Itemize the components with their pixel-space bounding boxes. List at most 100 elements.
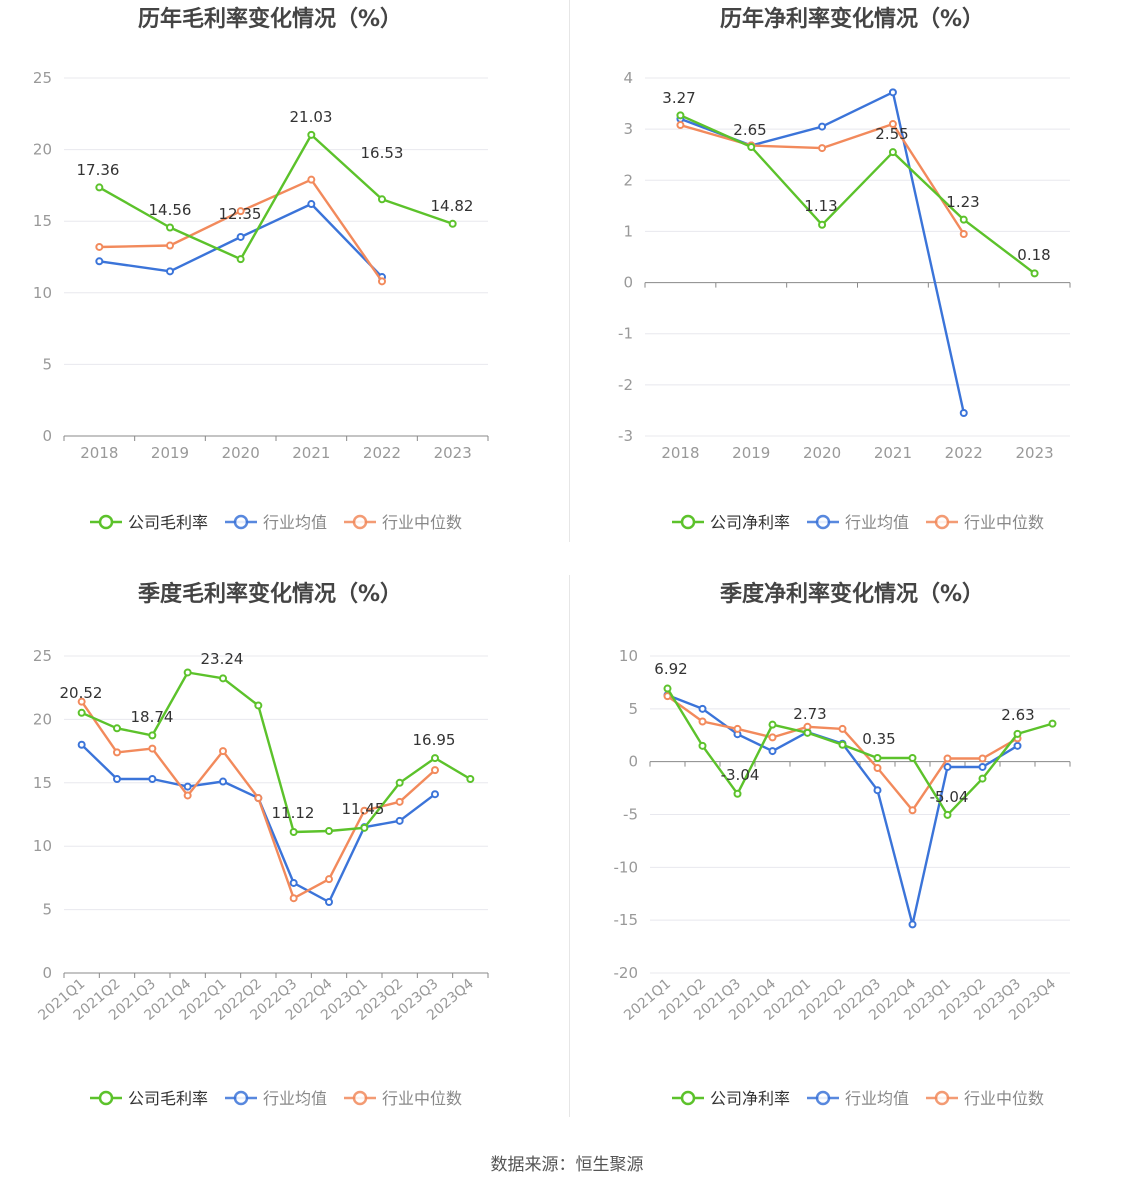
data-point (378, 195, 386, 204)
data-point (95, 183, 104, 192)
y-tick-label: 10 (33, 284, 52, 302)
legend-item[interactable]: 行业中位数 (344, 1089, 462, 1108)
legend-item[interactable]: 行业均值 (225, 1089, 327, 1108)
legend-label: 行业均值 (263, 513, 327, 532)
legend-item[interactable]: 行业中位数 (344, 513, 462, 532)
y-tick-label: -5 (623, 806, 638, 824)
y-tick-label: 0 (42, 964, 52, 982)
data-point (307, 130, 316, 139)
x-tick-label: 2019 (732, 444, 770, 462)
data-label: 17.36 (77, 161, 120, 179)
legend-item[interactable]: 行业均值 (225, 513, 327, 532)
data-point (113, 724, 121, 733)
data-point (307, 175, 316, 184)
data-point (148, 731, 157, 740)
legend-marker (680, 1090, 696, 1106)
y-tick-label: -15 (614, 911, 639, 929)
legend-label: 公司净利率 (710, 513, 790, 532)
y-tick-label: -10 (614, 858, 639, 876)
legend-item[interactable]: 公司毛利率 (90, 1089, 208, 1108)
data-point (959, 229, 968, 238)
y-tick-label: 0 (42, 427, 52, 445)
y-tick-label: -3 (618, 427, 633, 445)
data-point (360, 806, 369, 815)
data-point (818, 220, 827, 229)
data-point (166, 223, 174, 232)
x-tick-label: 2018 (661, 444, 699, 462)
data-label: 14.82 (431, 197, 474, 215)
data-point (1030, 269, 1039, 278)
legend-item[interactable]: 公司净利率 (672, 513, 790, 532)
data-label: 2.65 (733, 121, 766, 139)
x-tick-label: 2022 (945, 444, 983, 462)
y-tick-label: -20 (614, 964, 639, 982)
vertical-divider (569, 575, 570, 1117)
data-point (888, 148, 897, 157)
series-line-industry-median (99, 178, 383, 282)
data-point (733, 789, 742, 798)
y-tick-label: 20 (33, 710, 52, 728)
legend-label: 行业均值 (845, 513, 909, 532)
data-point (183, 668, 192, 677)
legend-item[interactable]: 行业中位数 (926, 1089, 1044, 1108)
data-point (148, 774, 157, 783)
data-point (978, 754, 987, 763)
data-point (325, 897, 333, 906)
legend-label: 行业中位数 (382, 513, 462, 532)
data-point (166, 241, 174, 250)
data-point (360, 823, 369, 832)
series-line-industry-average (679, 91, 965, 414)
legend-item[interactable]: 行业均值 (807, 1089, 909, 1108)
legend-item[interactable]: 行业中位数 (926, 513, 1044, 532)
legend-marker (233, 514, 249, 530)
legend-item[interactable]: 行业均值 (807, 513, 909, 532)
y-tick-label: 10 (33, 837, 52, 855)
data-point (395, 816, 404, 825)
data-point (818, 144, 827, 153)
data-point (978, 774, 987, 783)
legend-item[interactable]: 公司净利率 (672, 1089, 790, 1108)
data-point (77, 697, 86, 706)
data-point (183, 791, 192, 800)
y-tick-label: 0 (628, 753, 638, 771)
data-label: 1.13 (804, 197, 837, 215)
data-point (236, 255, 245, 264)
data-point (768, 733, 777, 742)
legend-marker (98, 1090, 114, 1106)
legend-label: 行业均值 (263, 1089, 327, 1108)
legend-item[interactable]: 公司毛利率 (90, 513, 208, 532)
data-label: 2.63 (1001, 706, 1034, 724)
y-tick-label: -1 (618, 325, 633, 343)
data-label: 21.03 (290, 108, 333, 126)
data-point (325, 875, 333, 884)
x-tick-label: 2023 (1015, 444, 1053, 462)
data-label: 2.55 (875, 125, 908, 143)
y-tick-label: 5 (42, 901, 52, 919)
data-point (768, 720, 777, 729)
x-tick-label: 2021 (292, 444, 330, 462)
data-point (95, 257, 104, 266)
y-tick-label: 0 (623, 274, 633, 292)
data-label: 16.53 (361, 144, 404, 162)
legend-marker (815, 1090, 831, 1106)
data-label: 11.45 (342, 800, 385, 818)
x-tick-label: 2020 (803, 444, 841, 462)
legend-marker (352, 1090, 368, 1106)
data-point (838, 724, 847, 733)
data-point (307, 200, 316, 209)
data-label: 14.56 (149, 201, 192, 219)
data-point (888, 120, 897, 129)
data-source-note: 数据来源：恒生聚源 (490, 1155, 644, 1175)
data-point (908, 753, 917, 762)
data-point (873, 786, 882, 795)
data-point (873, 764, 882, 773)
data-point (873, 753, 882, 762)
x-tick-label: 2022 (363, 444, 401, 462)
data-label: 20.52 (60, 684, 103, 702)
data-point (978, 762, 987, 771)
legend-label: 公司毛利率 (128, 513, 208, 532)
data-point (113, 774, 121, 783)
data-point (77, 708, 86, 717)
data-label: 11.12 (272, 804, 315, 822)
data-label: 18.74 (131, 708, 174, 726)
